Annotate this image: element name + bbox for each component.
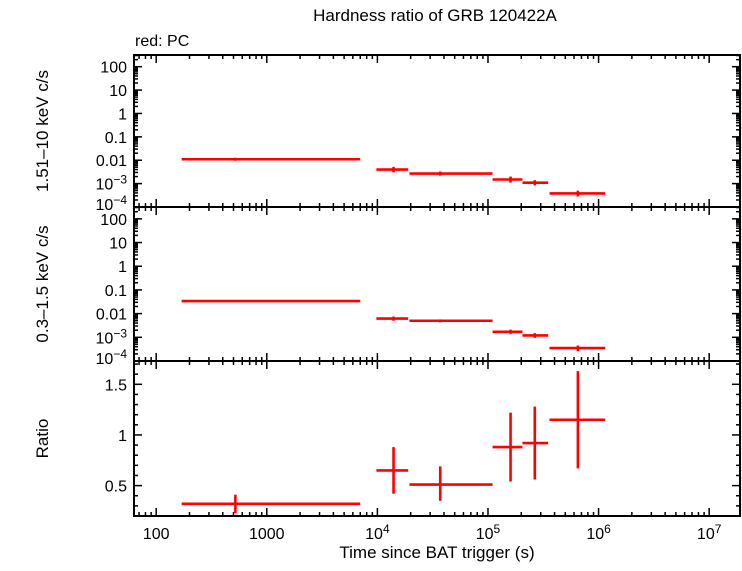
chart-subtitle: red: PC xyxy=(135,33,190,50)
y-tick-label: 10−4 xyxy=(96,347,128,368)
x-tick-label: 104 xyxy=(365,522,390,543)
panel-frame xyxy=(133,54,741,208)
x-tick-label: 105 xyxy=(476,522,501,543)
y-tick-label: 1 xyxy=(118,106,127,123)
y-tick-label: 10 xyxy=(109,83,127,100)
x-tick-label: 100 xyxy=(143,526,170,543)
y-tick-label: 10−3 xyxy=(96,173,128,194)
x-tick-label: 106 xyxy=(586,522,611,543)
x-tick-label: 1000 xyxy=(249,526,285,543)
y-axis-label: 1.51–10 keV c/s xyxy=(33,70,52,192)
y-tick-label: 10 xyxy=(109,236,127,253)
x-tick-label: 107 xyxy=(697,522,722,543)
y-tick-label: 0.1 xyxy=(105,130,127,147)
y-tick-label: 1 xyxy=(118,259,127,276)
panel-frame xyxy=(133,360,741,517)
x-axis-label: Time since BAT trigger (s) xyxy=(339,543,535,562)
y-tick-label: 100 xyxy=(100,60,127,77)
y-tick-label: 0.01 xyxy=(96,153,127,170)
y-tick-label: 1 xyxy=(118,428,127,445)
panel-frame xyxy=(133,206,741,362)
y-tick-label: 0.01 xyxy=(96,307,127,324)
y-tick-label: 0.5 xyxy=(105,479,127,496)
y-tick-label: 0.1 xyxy=(105,283,127,300)
y-axis-label: 0.3–1.5 keV c/s xyxy=(33,225,52,342)
y-tick-label: 1.5 xyxy=(105,377,127,394)
y-tick-label: 100 xyxy=(100,212,127,229)
y-axis-label: Ratio xyxy=(33,419,52,459)
chart-title: Hardness ratio of GRB 120422A xyxy=(313,6,557,25)
y-tick-label: 10−3 xyxy=(96,326,128,347)
